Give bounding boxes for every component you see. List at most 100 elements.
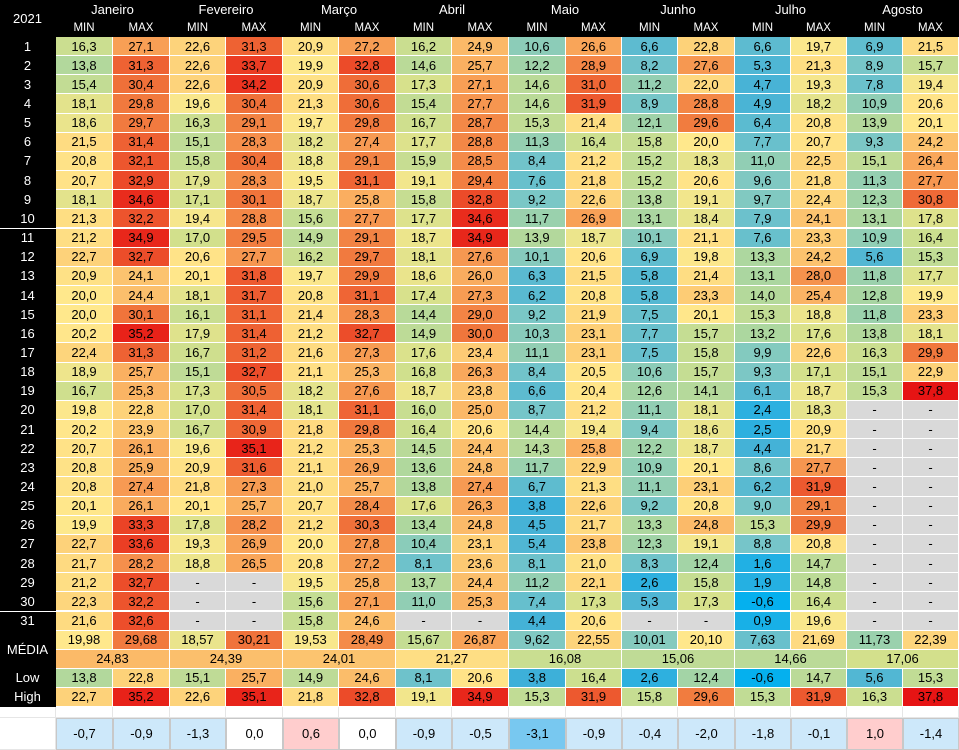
temp-cell[interactable]: 21,6 [56,611,113,631]
temp-cell[interactable]: 10,9 [847,228,903,248]
low-cell[interactable]: 16,4 [566,668,622,688]
temp-cell[interactable]: 20,6 [566,611,622,631]
temp-cell[interactable]: 22,8 [678,37,735,57]
temp-cell[interactable]: 30,0 [452,324,509,344]
temp-cell[interactable]: 28,9 [566,56,622,76]
diff-cell[interactable]: -0,9 [113,717,170,750]
temp-cell[interactable]: 12,8 [847,285,903,306]
temp-cell[interactable]: 21,5 [56,132,113,152]
temp-cell[interactable]: 7,6 [735,228,791,248]
temp-cell[interactable]: 12,1 [622,113,678,133]
temp-cell[interactable]: - [847,611,903,631]
temp-cell[interactable]: 22,7 [56,534,113,555]
temp-cell[interactable]: 23,3 [791,228,847,248]
min-subheader[interactable]: MIN [847,20,903,37]
temp-cell[interactable]: 8,6 [735,458,791,478]
high-label[interactable]: High [0,687,56,707]
temp-cell[interactable]: 17,8 [170,515,226,535]
high-cell[interactable]: 35,2 [113,687,170,707]
month-header[interactable]: Abril [396,0,509,20]
temp-cell[interactable]: 19,5 [283,573,339,593]
media-combined-cell[interactable]: 21,27 [396,649,509,669]
temp-cell[interactable]: 31,6 [226,458,283,478]
temp-cell[interactable]: 21,2 [566,151,622,172]
min-subheader[interactable]: MIN [735,20,791,37]
temp-cell[interactable]: 14,3 [509,439,566,459]
temp-cell[interactable]: 22,6 [170,37,226,57]
temp-cell[interactable]: 12,3 [622,534,678,555]
temp-cell[interactable]: 15,2 [622,171,678,191]
temp-cell[interactable]: 32,8 [452,190,509,210]
blank-cell[interactable] [735,706,791,718]
temp-cell[interactable]: 15,2 [622,151,678,172]
temp-cell[interactable]: 11,3 [847,171,903,191]
temp-cell[interactable]: 24,4 [113,285,170,306]
temp-cell[interactable]: 29,9 [791,515,847,535]
temp-cell[interactable]: 26,5 [226,554,283,574]
temp-cell[interactable]: 33,6 [113,534,170,555]
temp-cell[interactable]: 14,6 [509,75,566,95]
year-label[interactable]: 2021 [0,0,56,37]
temp-cell[interactable]: 19,9 [903,285,959,306]
temp-cell[interactable]: 25,3 [339,439,396,459]
max-subheader[interactable]: MAX [903,20,959,37]
temp-cell[interactable]: 16,0 [396,400,452,420]
temp-cell[interactable]: 15,1 [170,132,226,152]
high-cell[interactable]: 32,8 [339,687,396,707]
temp-cell[interactable]: 21,8 [283,420,339,440]
temp-cell[interactable]: 17,8 [903,209,959,229]
temp-cell[interactable]: 21,1 [283,458,339,478]
temp-cell[interactable]: 24,8 [452,458,509,478]
temp-cell[interactable]: 20,7 [56,439,113,459]
temp-cell[interactable]: 20,1 [170,266,226,286]
temp-cell[interactable]: 24,1 [791,209,847,229]
temp-cell[interactable]: 17,3 [566,592,622,612]
low-cell[interactable]: 2,6 [622,668,678,688]
day-label[interactable]: 29 [0,573,56,593]
temp-cell[interactable]: 32,2 [113,592,170,612]
temp-cell[interactable]: 23,1 [566,324,622,344]
day-label[interactable]: 24 [0,477,56,497]
temp-cell[interactable]: 5,8 [622,285,678,306]
blank-cell[interactable] [113,706,170,718]
temp-cell[interactable]: 16,1 [170,305,226,325]
temp-cell[interactable]: - [903,611,959,631]
temp-cell[interactable]: 23,1 [566,343,622,363]
temp-cell[interactable]: 18,1 [903,324,959,344]
temp-cell[interactable]: 18,7 [566,228,622,248]
temp-cell[interactable]: 10,9 [622,458,678,478]
high-cell[interactable]: 31,9 [566,687,622,707]
low-cell[interactable]: 12,4 [678,668,735,688]
day-label[interactable]: 4 [0,94,56,114]
temp-cell[interactable]: 9,4 [622,420,678,440]
temp-cell[interactable]: 16,7 [396,113,452,133]
high-cell[interactable]: 19,1 [396,687,452,707]
temp-cell[interactable]: - [622,611,678,631]
temp-cell[interactable]: 28,4 [339,496,396,516]
temp-cell[interactable]: -0,6 [735,592,791,612]
temp-cell[interactable]: 15,1 [847,362,903,382]
temp-cell[interactable]: 18,1 [56,94,113,114]
temp-cell[interactable]: 21,0 [283,477,339,497]
media-cell[interactable]: 29,68 [113,630,170,650]
temp-cell[interactable]: - [452,611,509,631]
temp-cell[interactable]: - [903,400,959,420]
temp-cell[interactable]: 13,3 [735,247,791,267]
blank-cell[interactable] [56,706,113,718]
temp-cell[interactable]: 21,2 [56,228,113,248]
temp-cell[interactable]: 21,7 [566,515,622,535]
day-label[interactable]: 17 [0,343,56,363]
temp-cell[interactable]: 21,3 [56,209,113,229]
temp-cell[interactable]: 14,5 [396,439,452,459]
temp-cell[interactable]: 16,3 [847,343,903,363]
temp-cell[interactable]: 8,2 [622,56,678,76]
temp-cell[interactable]: - [847,477,903,497]
temp-cell[interactable]: 7,7 [735,132,791,152]
temp-cell[interactable]: 21,6 [283,343,339,363]
media-cell[interactable]: 11,73 [847,630,903,650]
blank-cell[interactable] [396,706,452,718]
temp-cell[interactable]: 37,8 [903,381,959,401]
temp-cell[interactable]: 25,8 [566,439,622,459]
temp-cell[interactable]: 26,6 [566,37,622,57]
temp-cell[interactable]: 27,7 [339,209,396,229]
